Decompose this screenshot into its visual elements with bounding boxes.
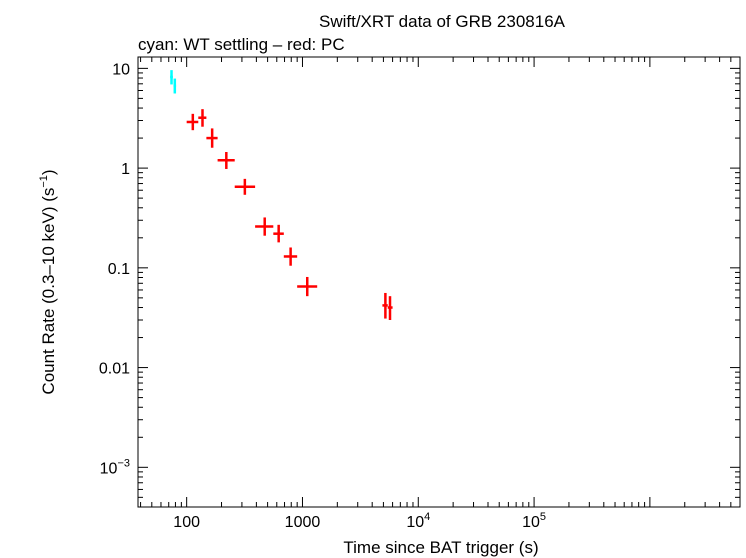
x-tick-label: 104 bbox=[406, 511, 430, 531]
data-point-pc bbox=[283, 247, 298, 266]
data-point-pc bbox=[382, 292, 388, 319]
y-axis-label-main: Count Rate (0.3–10 keV) (s bbox=[39, 188, 58, 395]
x-tick-label: 1000 bbox=[285, 514, 321, 531]
data-point-pc bbox=[297, 276, 318, 297]
data-point-pc bbox=[255, 217, 274, 236]
y-tick-label: 1 bbox=[121, 161, 130, 178]
y-axis-label-sup: −1 bbox=[38, 175, 50, 188]
data-point-pc bbox=[234, 178, 256, 195]
y-tick-label: 10−3 bbox=[100, 457, 130, 477]
data-point-pc bbox=[217, 152, 235, 169]
x-tick-label: 100 bbox=[173, 514, 200, 531]
data-point-pc bbox=[186, 113, 199, 131]
y-tick-label: 0.01 bbox=[99, 361, 130, 378]
tick-labels: 100 1000 104 105 10 1 0.1 0.01 10−3 bbox=[99, 61, 546, 531]
chart-title: Swift/XRT data of GRB 230816A bbox=[319, 12, 566, 31]
y-axis-label: Count Rate (0.3–10 keV) (s−1) bbox=[38, 169, 58, 394]
x-tick-label: 105 bbox=[522, 511, 546, 531]
data-point-pc bbox=[273, 224, 284, 243]
x-axis-label: Time since BAT trigger (s) bbox=[343, 538, 538, 557]
data-markers bbox=[170, 70, 393, 320]
data-point-pc bbox=[387, 296, 393, 320]
data-point-pc bbox=[206, 128, 218, 148]
data-point-pc bbox=[198, 109, 207, 127]
plot-frame bbox=[137, 56, 741, 508]
data-point-wt-settling bbox=[173, 78, 177, 94]
data-point-wt-settling bbox=[170, 70, 173, 85]
axis-ticks bbox=[138, 57, 741, 508]
y-axis-label-tail: ) bbox=[39, 169, 58, 175]
chart-subtitle: cyan: WT settling – red: PC bbox=[138, 35, 345, 54]
y-tick-label: 10 bbox=[112, 61, 130, 78]
y-tick-label: 0.1 bbox=[108, 261, 130, 278]
